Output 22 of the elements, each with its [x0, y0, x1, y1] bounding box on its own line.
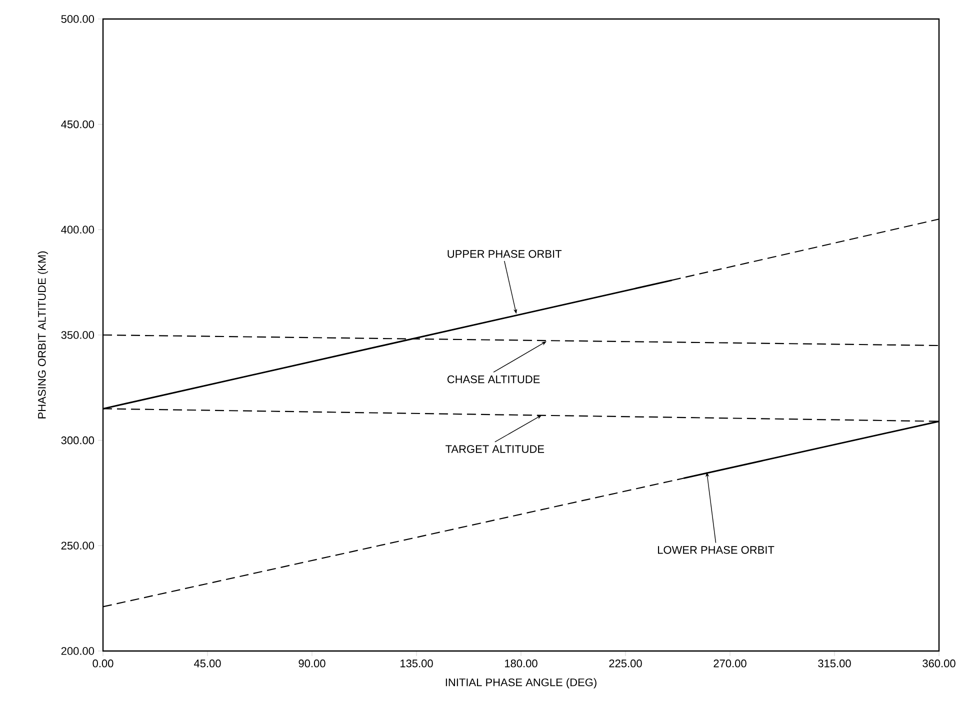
x-tick-label: 180.00: [505, 660, 538, 668]
annotation: CHASE ALTITUDE: [447, 375, 540, 384]
x-tick-label: 225.00: [609, 660, 642, 668]
annotation: TARGET ALTITUDE: [446, 445, 544, 453]
y-tick-label: 350.00: [61, 331, 94, 339]
x-tick-label: 270.00: [714, 660, 746, 668]
x-tick-label: 45.00: [194, 660, 221, 668]
y-tick-label: 250.00: [61, 542, 94, 550]
x-tick-label: 0.00: [92, 660, 114, 668]
x-axis-title: INITIAL PHASE ANGLE (DEG): [446, 678, 596, 688]
y-tick-label: 450.00: [61, 120, 94, 128]
annotation: LOWER PHASE ORBIT: [658, 546, 774, 554]
x-tick-label: 135.00: [400, 660, 433, 668]
y-tick-label: 400.00: [61, 226, 94, 234]
x-tick-label: 360.00: [922, 660, 956, 668]
x-tick-label: 315.00: [818, 660, 851, 668]
annotation: UPPER PHASE ORBIT: [448, 250, 562, 258]
y-tick-label: 300.00: [61, 436, 94, 444]
y-tick-label: 500.00: [61, 15, 94, 23]
y-axis-title: PHASING ORBIT ALTITUDE (KM): [38, 251, 48, 418]
y-tick-label: 200.00: [61, 647, 94, 655]
x-tick-label: 90.00: [298, 660, 326, 668]
